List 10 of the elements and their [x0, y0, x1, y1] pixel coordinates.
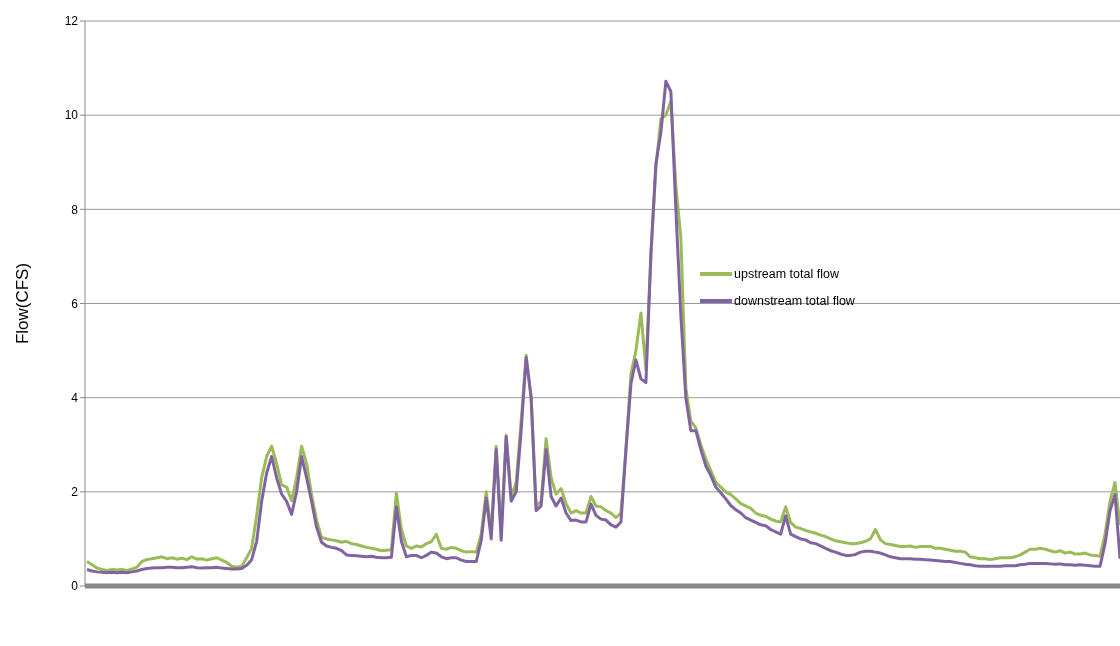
y-tick-label: 8	[71, 202, 79, 217]
y-axis-title: Flow(CFS)	[13, 262, 33, 345]
y-tick-label: 6	[71, 296, 79, 311]
legend-label: upstream total flow	[734, 266, 839, 281]
y-tick-label: 10	[64, 108, 79, 123]
y-tick-label: 2	[71, 485, 79, 500]
legend-label: downstream total flow	[734, 293, 855, 308]
y-tick-label: 4	[71, 390, 79, 405]
y-tick-label: 12	[64, 14, 79, 29]
y-tick-label: 0	[71, 579, 79, 594]
